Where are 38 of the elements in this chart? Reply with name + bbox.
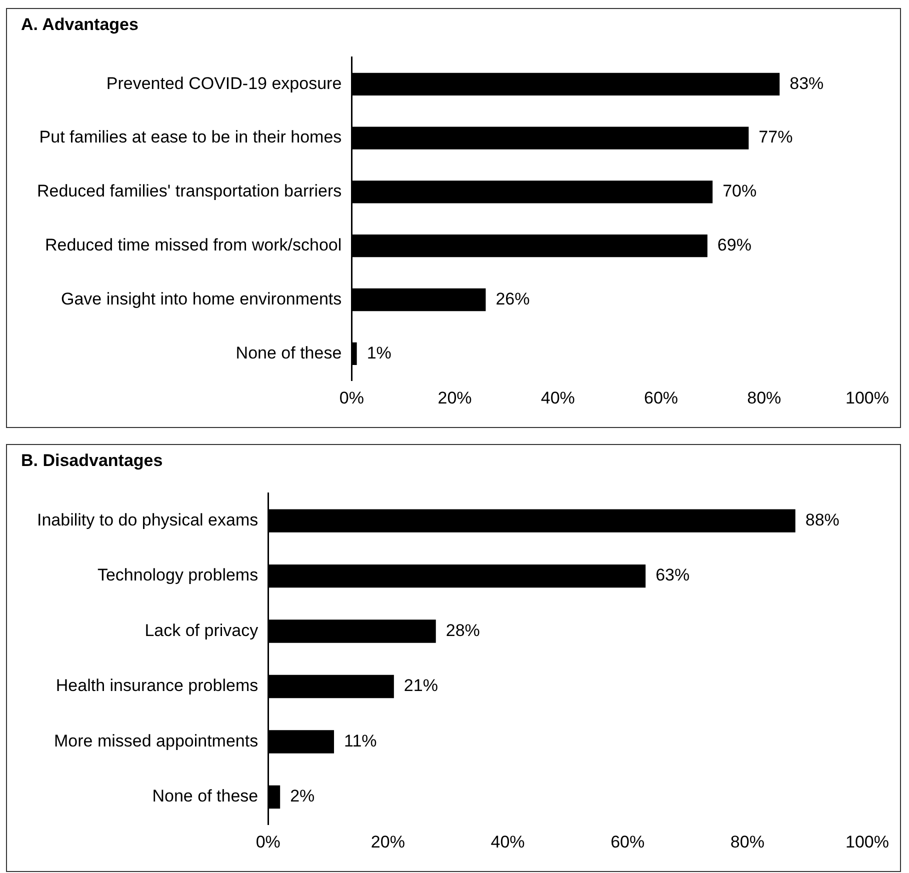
data-label: 11% (344, 731, 377, 750)
data-label: 1% (366, 343, 392, 362)
data-label: 70% (722, 182, 757, 201)
y-tick-label: Lack of privacy (144, 620, 259, 640)
y-tick-label: Prevented COVID-19 exposure (106, 74, 342, 93)
text: A. Advantages (21, 15, 138, 35)
x-tick-label: 40% (540, 388, 575, 408)
x-tick-label: 100% (846, 388, 889, 408)
x-tick-label: 20% (438, 388, 472, 408)
text: B. Disadvantages (21, 451, 163, 471)
y-tick-label: Technology problems (97, 566, 258, 585)
y-tick-label: More missed appointments (54, 731, 258, 750)
y-tick-label: Health insurance problems (56, 676, 258, 696)
y-tick-label: None of these (152, 786, 258, 806)
x-tick-label: 20% (370, 832, 405, 852)
x-tick-label: 40% (490, 832, 525, 852)
y-tick-label: Inability to do physical exams (37, 510, 258, 530)
x-tick-label: 80% (730, 832, 764, 852)
data-label: 26% (496, 289, 530, 308)
data-label: 83% (790, 74, 824, 93)
x-tick-label: 60% (610, 832, 645, 852)
x-tick-label: 80% (747, 388, 782, 408)
x-tick-label: 100% (846, 832, 889, 852)
y-tick-label: Put families at ease to be in their homes (39, 128, 342, 147)
x-tick-label: 60% (644, 388, 678, 408)
data-label: 28% (446, 620, 480, 640)
data-label: 77% (758, 128, 793, 147)
y-tick-label: Reduced families' transportation barriers (36, 182, 342, 201)
data-label: 2% (290, 786, 315, 806)
y-tick-label: Reduced time missed from work/school (44, 236, 342, 255)
y-tick-label: Gave insight into home environments (61, 289, 342, 308)
x-tick-label: 0% (256, 832, 280, 852)
data-label: 63% (656, 566, 690, 585)
data-label: 88% (805, 510, 840, 530)
x-tick-label: 0% (339, 388, 364, 408)
data-label: 21% (404, 676, 438, 696)
data-label: 69% (717, 236, 752, 255)
y-tick-label: None of these (236, 343, 342, 362)
